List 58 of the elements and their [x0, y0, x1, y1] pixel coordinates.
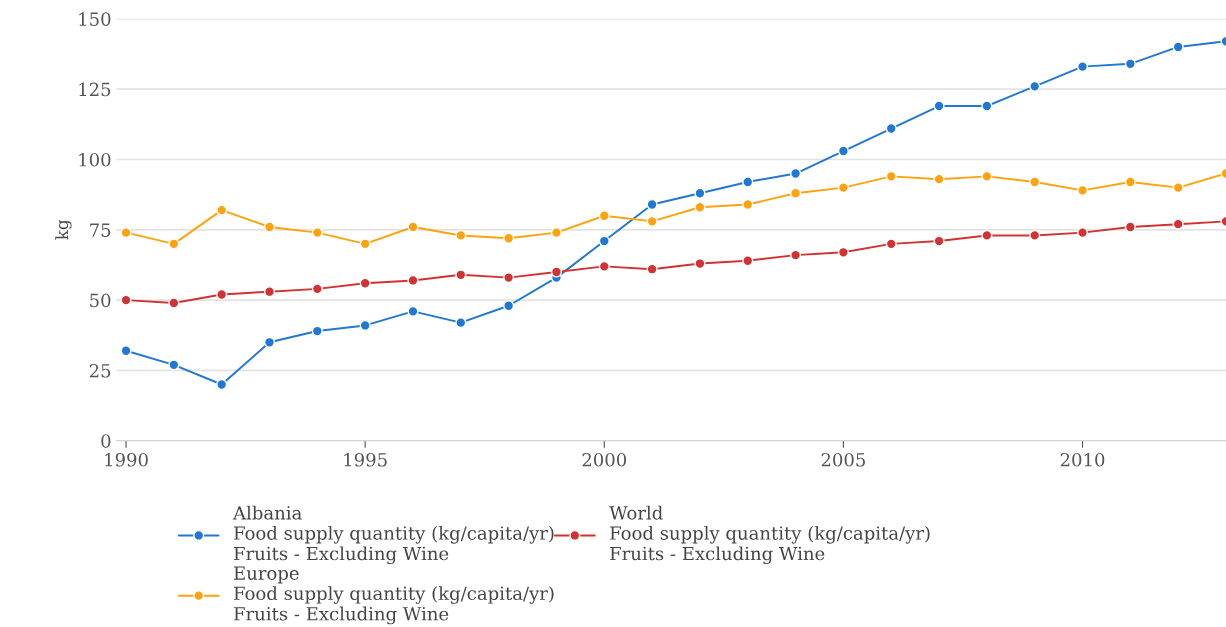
x-tick-label: 2005 — [821, 452, 865, 467]
point — [168, 359, 180, 371]
point — [407, 305, 419, 317]
x-tick-label: 2010 — [1060, 452, 1105, 467]
point — [694, 187, 706, 199]
point — [981, 170, 993, 182]
legend-label: Europe Food supply quantity (kg/capita/yr) Fruits - Excluding Wine — [234, 566, 554, 625]
x-tick-label: 1995 — [344, 452, 387, 467]
y-tick-label: 0 — [101, 434, 111, 448]
x-tick-label: 2000 — [582, 452, 627, 467]
point — [1029, 80, 1041, 92]
point — [1124, 221, 1136, 233]
point — [550, 266, 563, 278]
point — [837, 246, 849, 258]
point — [1124, 176, 1136, 188]
y-tick-label: 50 — [90, 293, 111, 308]
legend-label: Albania Food supply quantity (kg/capita/yr) Fruits - Excluding Wine — [232, 505, 554, 565]
point — [1172, 218, 1184, 230]
point — [790, 167, 802, 180]
point — [263, 336, 276, 348]
point — [742, 176, 754, 188]
point — [933, 235, 945, 247]
point — [790, 187, 802, 199]
point — [1029, 176, 1041, 188]
y-tick-label: 100 — [79, 152, 111, 167]
point — [646, 263, 658, 275]
point — [933, 100, 945, 112]
point — [981, 229, 993, 241]
point — [359, 277, 371, 289]
point — [885, 170, 897, 182]
point — [837, 145, 849, 157]
point — [598, 235, 610, 247]
point — [503, 232, 515, 244]
point — [598, 260, 610, 272]
point — [216, 288, 228, 301]
point — [216, 204, 228, 216]
y-tick-label: 150 — [79, 12, 111, 26]
point — [933, 173, 945, 185]
point — [694, 201, 706, 213]
y-tick-label: 25 — [89, 363, 111, 378]
point — [407, 274, 419, 286]
point — [1172, 41, 1184, 53]
point — [407, 221, 419, 233]
point — [646, 215, 658, 227]
point — [359, 319, 371, 331]
point — [263, 221, 276, 233]
point — [742, 198, 754, 211]
point — [1029, 229, 1041, 241]
y-tick-label: 75 — [90, 223, 111, 237]
point — [455, 229, 467, 241]
point — [120, 294, 132, 306]
point — [1076, 184, 1089, 196]
legend-label: World Food supply quantity (kg/capita/yr) Fruits - Excluding Wine — [609, 505, 930, 565]
x-tick-label: 1990 — [105, 452, 148, 467]
point — [981, 100, 993, 112]
y-tick-label: 125 — [79, 82, 111, 97]
point — [311, 325, 323, 337]
y-axis-title: kg — [55, 219, 72, 240]
